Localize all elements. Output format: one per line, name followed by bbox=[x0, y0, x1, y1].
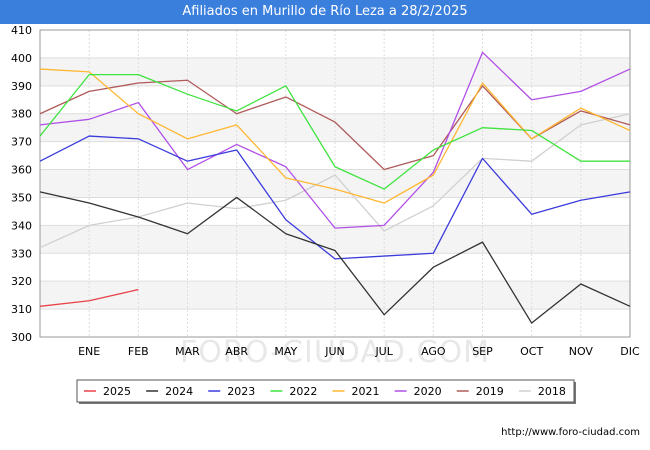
series-line-2020 bbox=[39, 51, 631, 229]
series-line-2022 bbox=[39, 74, 630, 190]
x-tick-label: AGO bbox=[421, 345, 446, 358]
x-tick-label: JUL bbox=[374, 345, 393, 358]
legend-label-2019: 2019 bbox=[476, 385, 504, 398]
x-tick-label: DIC bbox=[620, 345, 640, 358]
source-footer: http://www.foro-ciudad.com bbox=[501, 427, 640, 438]
legend-label-2025: 2025 bbox=[103, 385, 131, 398]
y-tick-label: 340 bbox=[11, 219, 32, 232]
x-tick-label: NOV bbox=[569, 345, 594, 358]
y-tick-label: 350 bbox=[11, 191, 32, 204]
x-tick-label: JUN bbox=[324, 345, 345, 358]
y-tick-label: 330 bbox=[11, 247, 32, 260]
plot-frame bbox=[39, 29, 631, 338]
y-tick-label: 360 bbox=[11, 164, 32, 177]
legend-label-2020: 2020 bbox=[414, 385, 442, 398]
x-tick-label: OCT bbox=[520, 345, 543, 358]
x-tick-label: SEP bbox=[472, 345, 493, 358]
watermark: FORO-CIUDAD.COM bbox=[180, 335, 490, 370]
series-line-2021 bbox=[39, 68, 631, 204]
x-tick-label: MAR bbox=[175, 345, 200, 358]
y-tick-label: 370 bbox=[11, 136, 32, 149]
y-tick-label: 400 bbox=[11, 52, 32, 65]
legend-label-2022: 2022 bbox=[289, 385, 317, 398]
y-tick-label: 410 bbox=[11, 24, 32, 37]
series-line-2024 bbox=[39, 191, 631, 324]
series-line-2023 bbox=[39, 135, 631, 260]
y-tick-label: 380 bbox=[11, 108, 32, 121]
series-line-2025 bbox=[39, 288, 139, 307]
legend-label-2021: 2021 bbox=[352, 385, 380, 398]
chart-title: Afiliados en Murillo de Río Leza a 28/2/… bbox=[182, 4, 468, 19]
y-tick-label: 390 bbox=[11, 80, 32, 93]
x-tick-label: ENE bbox=[78, 345, 100, 358]
y-tick-label: 300 bbox=[11, 331, 32, 344]
legend-box bbox=[76, 379, 575, 403]
legend-label-2023: 2023 bbox=[227, 385, 255, 398]
x-tick-label: MAY bbox=[274, 345, 297, 358]
legend-label-2018: 2018 bbox=[538, 385, 566, 398]
y-tick-label: 310 bbox=[11, 303, 32, 316]
y-tick-label: 320 bbox=[11, 275, 32, 288]
title-bar bbox=[0, 0, 650, 24]
x-tick-label: ABR bbox=[225, 345, 248, 358]
legend-label-2024: 2024 bbox=[165, 385, 193, 398]
x-tick-label: FEB bbox=[128, 345, 149, 358]
